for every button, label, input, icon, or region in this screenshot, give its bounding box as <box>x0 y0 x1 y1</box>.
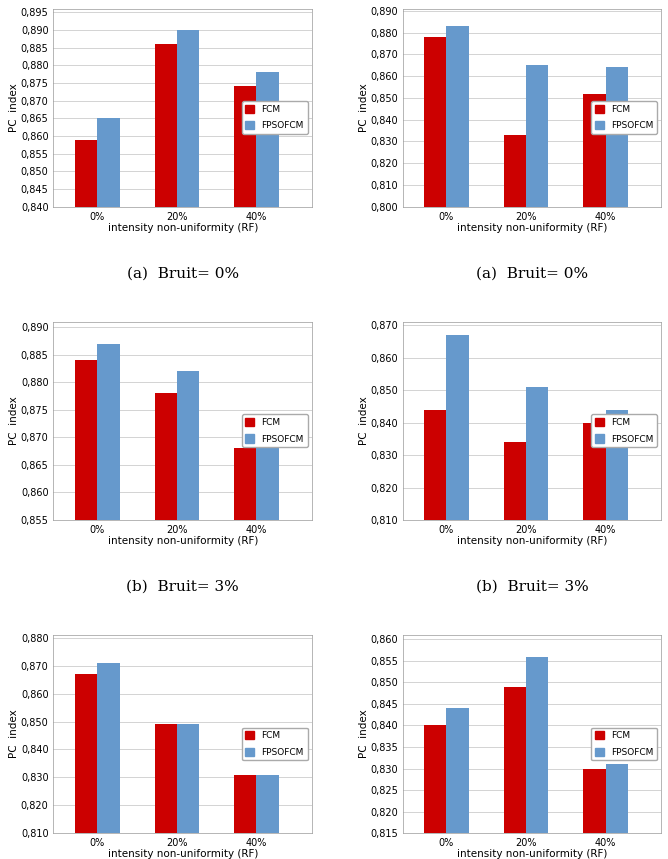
Bar <box>504 135 526 859</box>
Bar <box>424 726 446 859</box>
Bar <box>606 67 628 859</box>
Bar <box>234 775 257 859</box>
Legend: FCM, FPSOFCM: FCM, FPSOFCM <box>591 101 657 134</box>
Y-axis label: PC  index: PC index <box>9 83 19 132</box>
Y-axis label: PC  index: PC index <box>359 397 369 445</box>
Bar <box>154 724 177 859</box>
Bar <box>257 426 279 859</box>
Bar <box>446 709 469 859</box>
Bar <box>583 94 606 859</box>
Bar <box>177 30 199 859</box>
Bar <box>526 387 548 859</box>
Bar <box>234 87 257 859</box>
Bar <box>177 724 199 859</box>
Bar <box>154 393 177 859</box>
Bar <box>583 423 606 859</box>
X-axis label: intensity non-uniformity (RF): intensity non-uniformity (RF) <box>108 850 258 859</box>
Bar <box>606 410 628 859</box>
Legend: FCM, FPSOFCM: FCM, FPSOFCM <box>242 728 307 760</box>
Bar <box>75 674 98 859</box>
Text: (b)  Bruit= 3%: (b) Bruit= 3% <box>476 580 589 594</box>
Bar <box>98 663 120 859</box>
Bar <box>257 72 279 859</box>
Bar <box>504 686 526 859</box>
Bar <box>446 335 469 859</box>
Bar <box>98 119 120 859</box>
Bar <box>75 360 98 859</box>
Y-axis label: PC  index: PC index <box>359 83 369 132</box>
Y-axis label: PC  index: PC index <box>9 397 19 445</box>
Legend: FCM, FPSOFCM: FCM, FPSOFCM <box>591 414 657 448</box>
Bar <box>234 448 257 859</box>
Bar <box>504 442 526 859</box>
Bar <box>257 775 279 859</box>
X-axis label: intensity non-uniformity (RF): intensity non-uniformity (RF) <box>457 223 607 233</box>
Bar <box>526 656 548 859</box>
Bar <box>98 344 120 859</box>
X-axis label: intensity non-uniformity (RF): intensity non-uniformity (RF) <box>457 850 607 859</box>
Bar <box>154 44 177 859</box>
Bar <box>75 139 98 859</box>
Bar <box>177 371 199 859</box>
X-axis label: intensity non-uniformity (RF): intensity non-uniformity (RF) <box>108 223 258 233</box>
Text: (a)  Bruit= 0%: (a) Bruit= 0% <box>476 266 588 280</box>
Text: (b)  Bruit= 3%: (b) Bruit= 3% <box>126 580 239 594</box>
Bar <box>526 65 548 859</box>
X-axis label: intensity non-uniformity (RF): intensity non-uniformity (RF) <box>457 536 607 546</box>
Legend: FCM, FPSOFCM: FCM, FPSOFCM <box>242 414 307 448</box>
Text: (a)  Bruit= 0%: (a) Bruit= 0% <box>127 266 239 280</box>
Y-axis label: PC  index: PC index <box>9 710 19 758</box>
Bar <box>424 37 446 859</box>
Bar <box>424 410 446 859</box>
Legend: FCM, FPSOFCM: FCM, FPSOFCM <box>242 101 307 134</box>
Bar <box>446 26 469 859</box>
Legend: FCM, FPSOFCM: FCM, FPSOFCM <box>591 728 657 760</box>
X-axis label: intensity non-uniformity (RF): intensity non-uniformity (RF) <box>108 536 258 546</box>
Bar <box>583 769 606 859</box>
Y-axis label: PC  index: PC index <box>359 710 369 758</box>
Bar <box>606 765 628 859</box>
